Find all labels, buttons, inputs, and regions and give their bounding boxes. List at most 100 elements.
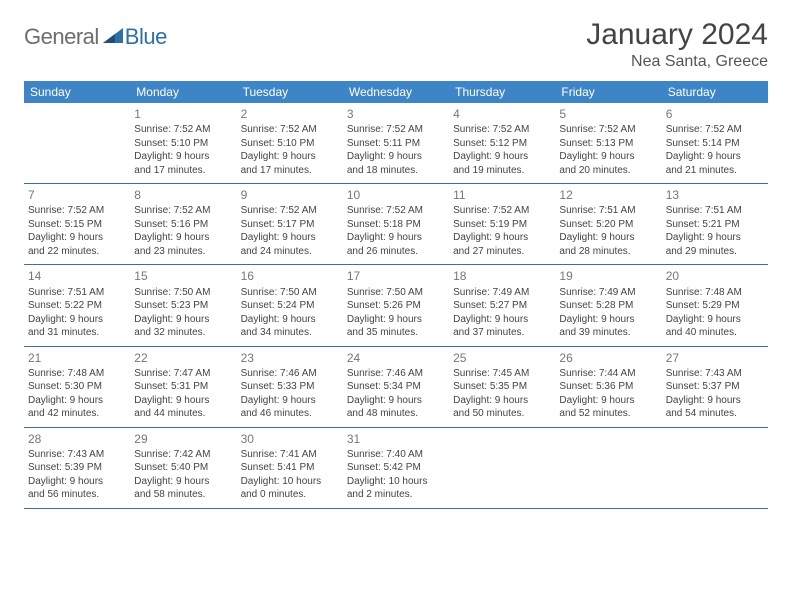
day-info-line: Daylight: 9 hours xyxy=(134,150,232,164)
day-info-line: Sunset: 5:20 PM xyxy=(559,218,657,232)
day-number: 26 xyxy=(559,350,657,366)
week-row: 21Sunrise: 7:48 AMSunset: 5:30 PMDayligh… xyxy=(24,347,768,428)
day-info-line: and 50 minutes. xyxy=(453,407,551,421)
day-info-line: Sunrise: 7:52 AM xyxy=(28,204,126,218)
day-info-line: Sunrise: 7:46 AM xyxy=(241,367,339,381)
day-info-line: Daylight: 9 hours xyxy=(28,313,126,327)
day-info-line: and 0 minutes. xyxy=(241,488,339,502)
day-number: 23 xyxy=(241,350,339,366)
day-info-line: and 35 minutes. xyxy=(347,326,445,340)
day-info-line: Daylight: 9 hours xyxy=(666,313,764,327)
day-number: 12 xyxy=(559,187,657,203)
day-info-line: Daylight: 9 hours xyxy=(666,394,764,408)
day-info-line: and 19 minutes. xyxy=(453,164,551,178)
day-number: 2 xyxy=(241,106,339,122)
day-info-line: and 37 minutes. xyxy=(453,326,551,340)
day-header: Tuesday xyxy=(237,81,343,103)
day-info-line: Daylight: 9 hours xyxy=(28,394,126,408)
day-info-line: Daylight: 9 hours xyxy=(666,231,764,245)
day-cell: 14Sunrise: 7:51 AMSunset: 5:22 PMDayligh… xyxy=(24,265,130,345)
day-header: Monday xyxy=(130,81,236,103)
day-info-line: Daylight: 9 hours xyxy=(134,475,232,489)
day-info-line: Sunset: 5:30 PM xyxy=(28,380,126,394)
day-info-line: Sunset: 5:23 PM xyxy=(134,299,232,313)
page-title: January 2024 xyxy=(586,18,768,51)
day-number: 25 xyxy=(453,350,551,366)
calendar-grid: SundayMondayTuesdayWednesdayThursdayFrid… xyxy=(24,81,768,509)
day-info-line: Daylight: 9 hours xyxy=(559,150,657,164)
day-info-line: Sunset: 5:14 PM xyxy=(666,137,764,151)
day-info-line: Daylight: 9 hours xyxy=(559,313,657,327)
day-info-line: Sunset: 5:36 PM xyxy=(559,380,657,394)
day-info-line: Daylight: 9 hours xyxy=(241,313,339,327)
calendar-page: General Blue January 2024 Nea Santa, Gre… xyxy=(0,0,792,527)
week-row: 14Sunrise: 7:51 AMSunset: 5:22 PMDayligh… xyxy=(24,265,768,346)
day-info-line: Sunset: 5:42 PM xyxy=(347,461,445,475)
day-info-line: and 24 minutes. xyxy=(241,245,339,259)
day-info-line: Sunset: 5:11 PM xyxy=(347,137,445,151)
day-info-line: and 34 minutes. xyxy=(241,326,339,340)
day-info-line: Daylight: 9 hours xyxy=(134,313,232,327)
logo-text-general: General xyxy=(24,24,99,50)
day-info-line: Sunset: 5:26 PM xyxy=(347,299,445,313)
day-info-line: and 27 minutes. xyxy=(453,245,551,259)
day-info-line: Daylight: 9 hours xyxy=(28,231,126,245)
day-number: 5 xyxy=(559,106,657,122)
page-header: General Blue January 2024 Nea Santa, Gre… xyxy=(24,18,768,71)
day-info-line: and 28 minutes. xyxy=(559,245,657,259)
day-cell: 15Sunrise: 7:50 AMSunset: 5:23 PMDayligh… xyxy=(130,265,236,345)
day-number: 1 xyxy=(134,106,232,122)
day-info-line: Sunrise: 7:43 AM xyxy=(666,367,764,381)
day-number: 22 xyxy=(134,350,232,366)
day-info-line: Daylight: 9 hours xyxy=(347,231,445,245)
day-info-line: Sunrise: 7:46 AM xyxy=(347,367,445,381)
day-info-line: Daylight: 10 hours xyxy=(347,475,445,489)
day-info-line: Daylight: 9 hours xyxy=(241,150,339,164)
day-info-line: and 39 minutes. xyxy=(559,326,657,340)
day-info-line: Sunrise: 7:52 AM xyxy=(347,123,445,137)
day-info-line: Sunrise: 7:52 AM xyxy=(559,123,657,137)
day-info-line: and 52 minutes. xyxy=(559,407,657,421)
day-info-line: Sunset: 5:18 PM xyxy=(347,218,445,232)
day-header: Thursday xyxy=(449,81,555,103)
day-cell: 30Sunrise: 7:41 AMSunset: 5:41 PMDayligh… xyxy=(237,428,343,508)
day-info-line: and 31 minutes. xyxy=(28,326,126,340)
day-info-line: and 23 minutes. xyxy=(134,245,232,259)
day-info-line: Sunrise: 7:52 AM xyxy=(666,123,764,137)
day-info-line: Sunset: 5:37 PM xyxy=(666,380,764,394)
day-number: 11 xyxy=(453,187,551,203)
day-cell-empty xyxy=(662,428,768,508)
day-header: Saturday xyxy=(662,81,768,103)
day-cell: 19Sunrise: 7:49 AMSunset: 5:28 PMDayligh… xyxy=(555,265,661,345)
day-header: Friday xyxy=(555,81,661,103)
day-info-line: Sunset: 5:34 PM xyxy=(347,380,445,394)
day-number: 30 xyxy=(241,431,339,447)
day-info-line: Daylight: 9 hours xyxy=(134,394,232,408)
day-cell: 4Sunrise: 7:52 AMSunset: 5:12 PMDaylight… xyxy=(449,103,555,183)
day-number: 7 xyxy=(28,187,126,203)
day-info-line: Sunset: 5:21 PM xyxy=(666,218,764,232)
day-info-line: Sunrise: 7:52 AM xyxy=(134,123,232,137)
day-number: 29 xyxy=(134,431,232,447)
day-info-line: Sunset: 5:19 PM xyxy=(453,218,551,232)
day-cell: 18Sunrise: 7:49 AMSunset: 5:27 PMDayligh… xyxy=(449,265,555,345)
day-cell: 2Sunrise: 7:52 AMSunset: 5:10 PMDaylight… xyxy=(237,103,343,183)
day-info-line: Sunrise: 7:51 AM xyxy=(28,286,126,300)
day-info-line: Sunrise: 7:52 AM xyxy=(241,204,339,218)
day-number: 17 xyxy=(347,268,445,284)
day-info-line: Sunset: 5:41 PM xyxy=(241,461,339,475)
day-info-line: Sunset: 5:27 PM xyxy=(453,299,551,313)
day-number: 4 xyxy=(453,106,551,122)
day-info-line: and 20 minutes. xyxy=(559,164,657,178)
day-info-line: and 40 minutes. xyxy=(666,326,764,340)
day-number: 28 xyxy=(28,431,126,447)
day-cell: 21Sunrise: 7:48 AMSunset: 5:30 PMDayligh… xyxy=(24,347,130,427)
day-info-line: and 26 minutes. xyxy=(347,245,445,259)
day-cell: 24Sunrise: 7:46 AMSunset: 5:34 PMDayligh… xyxy=(343,347,449,427)
day-info-line: Daylight: 9 hours xyxy=(347,394,445,408)
day-info-line: Sunrise: 7:48 AM xyxy=(28,367,126,381)
day-cell: 10Sunrise: 7:52 AMSunset: 5:18 PMDayligh… xyxy=(343,184,449,264)
day-cell: 20Sunrise: 7:48 AMSunset: 5:29 PMDayligh… xyxy=(662,265,768,345)
day-info-line: Sunset: 5:24 PM xyxy=(241,299,339,313)
day-cell-empty xyxy=(449,428,555,508)
